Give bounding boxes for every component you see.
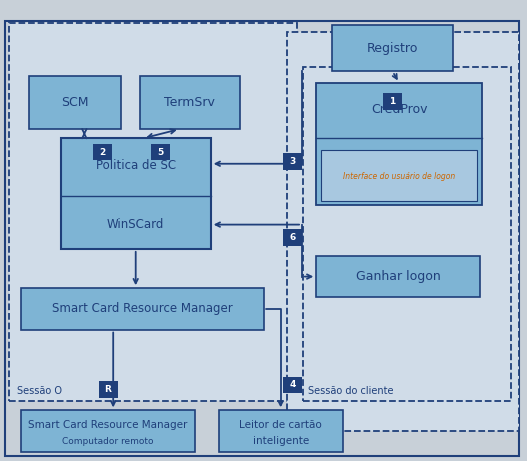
FancyBboxPatch shape (21, 288, 264, 330)
Text: 4: 4 (289, 380, 296, 390)
Text: Sessão O: Sessão O (17, 385, 62, 396)
FancyBboxPatch shape (21, 410, 195, 452)
FancyBboxPatch shape (140, 76, 240, 129)
Text: 1: 1 (389, 97, 396, 106)
Text: CredProv: CredProv (371, 103, 427, 116)
Text: Leitor de cartão: Leitor de cartão (239, 420, 322, 430)
Text: SCM: SCM (61, 96, 89, 109)
FancyBboxPatch shape (29, 76, 121, 129)
FancyBboxPatch shape (61, 138, 211, 249)
Text: 6: 6 (289, 233, 296, 242)
FancyBboxPatch shape (283, 153, 302, 170)
FancyBboxPatch shape (332, 25, 453, 71)
FancyBboxPatch shape (5, 21, 519, 456)
FancyBboxPatch shape (316, 256, 480, 297)
FancyBboxPatch shape (303, 67, 511, 401)
Text: Registro: Registro (367, 42, 418, 55)
FancyBboxPatch shape (316, 83, 482, 205)
Text: TermSrv: TermSrv (164, 96, 215, 109)
FancyBboxPatch shape (219, 410, 343, 452)
Text: inteligente: inteligente (252, 437, 309, 446)
Text: WinSCard: WinSCard (107, 218, 164, 231)
FancyBboxPatch shape (99, 381, 118, 398)
Text: Interface do usuário de logon: Interface do usuário de logon (343, 172, 455, 181)
Text: 2: 2 (100, 148, 106, 157)
Text: Sessão do cliente: Sessão do cliente (308, 385, 394, 396)
FancyBboxPatch shape (9, 23, 297, 401)
Text: Computador remoto: Computador remoto (62, 437, 154, 446)
FancyBboxPatch shape (283, 377, 302, 393)
FancyBboxPatch shape (321, 150, 477, 201)
Text: 3: 3 (289, 157, 296, 166)
Text: Smart Card Resource Manager: Smart Card Resource Manager (28, 420, 188, 430)
Text: 5: 5 (158, 148, 164, 157)
Text: Politica de SC: Politica de SC (95, 160, 176, 172)
FancyBboxPatch shape (287, 32, 519, 431)
Text: Smart Card Resource Manager: Smart Card Resource Manager (52, 302, 232, 315)
FancyBboxPatch shape (151, 144, 170, 160)
FancyBboxPatch shape (283, 229, 302, 246)
FancyBboxPatch shape (93, 144, 112, 160)
Text: Ganhar logon: Ganhar logon (356, 270, 440, 283)
FancyBboxPatch shape (383, 93, 402, 110)
Text: R: R (104, 385, 112, 394)
